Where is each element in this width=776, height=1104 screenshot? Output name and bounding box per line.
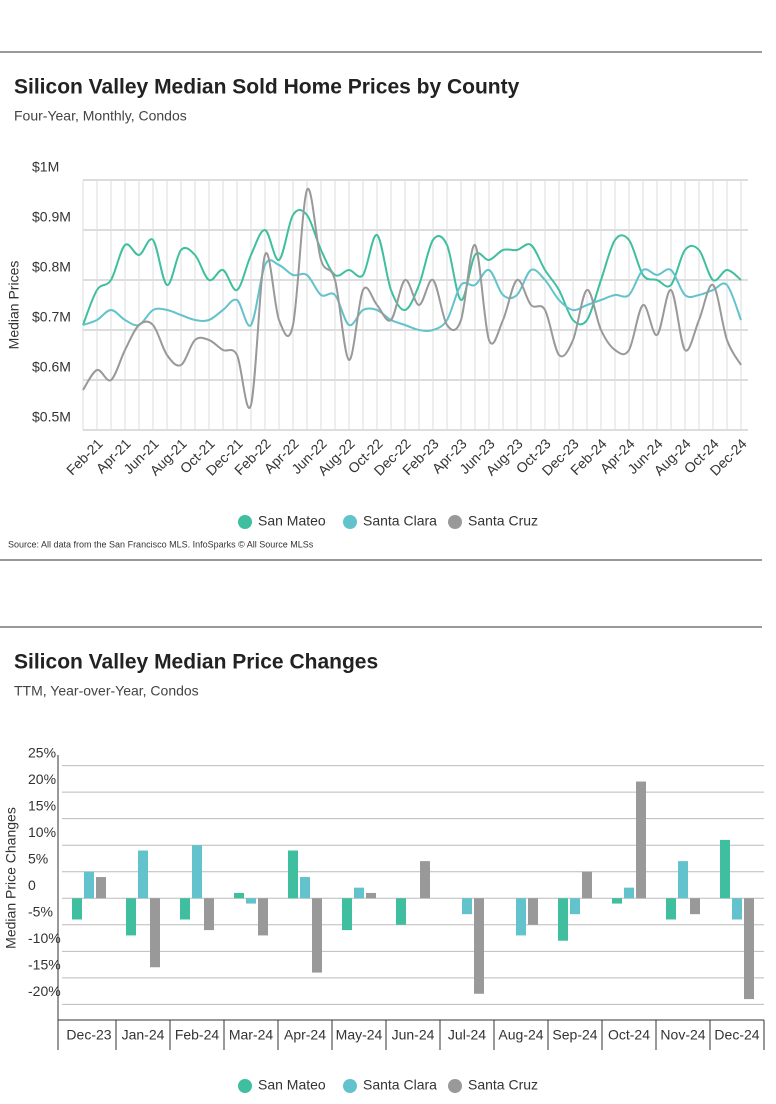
y-tick-label: $0.9M	[32, 209, 71, 225]
bar	[84, 871, 94, 899]
bar	[462, 898, 472, 915]
bar	[126, 898, 136, 936]
bar	[570, 898, 580, 915]
x-tick-label: Feb-24	[175, 1027, 220, 1043]
bar	[96, 877, 106, 899]
legend-swatch	[238, 515, 252, 529]
legend-label: Santa Clara	[363, 513, 437, 529]
legend-swatch	[343, 1079, 357, 1093]
y-axis-label: Median Price Changes	[3, 807, 19, 949]
legend-swatch	[238, 1079, 252, 1093]
bar	[150, 898, 160, 968]
bar	[612, 898, 622, 904]
bar	[516, 898, 526, 936]
legend-label: Santa Clara	[363, 1077, 437, 1093]
series-line	[82, 209, 742, 326]
series-line	[82, 187, 742, 409]
legend-label: San Mateo	[258, 1077, 326, 1093]
bar	[744, 898, 754, 1000]
bar	[192, 845, 202, 899]
legend-label: Santa Cruz	[468, 513, 538, 529]
y-tick-label: 15%	[28, 797, 56, 813]
bar	[72, 898, 82, 920]
x-tick-label: Dec-24	[714, 1027, 759, 1043]
bar	[138, 850, 148, 899]
legend-label: San Mateo	[258, 513, 326, 529]
bar	[342, 898, 352, 931]
bar	[258, 898, 268, 936]
source: Source: All data from the San Francisco …	[8, 539, 314, 549]
bar	[354, 887, 364, 899]
y-tick-label: -10%	[28, 930, 61, 946]
bar	[288, 850, 298, 899]
bar	[180, 898, 190, 920]
bar	[420, 861, 430, 899]
chart-title: Silicon Valley Median Price Changes	[14, 651, 378, 674]
x-tick-label: Jul-24	[448, 1027, 486, 1043]
y-tick-label: $0.6M	[32, 359, 71, 375]
series-line	[82, 259, 742, 332]
y-tick-label: $0.7M	[32, 309, 71, 325]
bar	[636, 781, 646, 899]
bar	[300, 877, 310, 899]
bar	[396, 898, 406, 925]
x-tick-label: Nov-24	[660, 1027, 705, 1043]
legend-swatch	[448, 1079, 462, 1093]
y-tick-label: $1M	[32, 159, 59, 175]
bar	[528, 898, 538, 925]
x-tick-label: May-24	[336, 1027, 383, 1043]
bar	[720, 839, 730, 899]
y-tick-label: 10%	[28, 824, 56, 840]
bar	[666, 898, 676, 920]
legend-label: Santa Cruz	[468, 1077, 538, 1093]
x-tick-label: Dec-23	[66, 1027, 111, 1043]
y-tick-label: 0	[28, 877, 36, 893]
chart-subtitle: Four-Year, Monthly, Condos	[14, 108, 187, 124]
y-tick-label: 20%	[28, 771, 56, 787]
bar	[732, 898, 742, 920]
legend-swatch	[448, 515, 462, 529]
y-tick-label: -5%	[28, 903, 53, 919]
x-tick-label: Oct-24	[608, 1027, 650, 1043]
x-tick-label: Mar-24	[229, 1027, 274, 1043]
y-tick-label: $0.5M	[32, 409, 71, 425]
x-tick-label: Aug-24	[498, 1027, 543, 1043]
y-tick-label: -15%	[28, 957, 61, 973]
bar	[678, 861, 688, 899]
bar	[474, 898, 484, 994]
chart-title: Silicon Valley Median Sold Home Prices b…	[14, 76, 520, 99]
y-tick-label: -20%	[28, 983, 61, 999]
y-axis-label: Median Prices	[6, 261, 22, 350]
bar	[558, 898, 568, 941]
legend-swatch	[343, 515, 357, 529]
bar	[204, 898, 214, 931]
y-tick-label: $0.8M	[32, 259, 71, 275]
chart-subtitle: TTM, Year-over-Year, Condos	[14, 683, 199, 699]
bar	[312, 898, 322, 973]
x-tick-label: Apr-24	[284, 1027, 326, 1043]
bar	[234, 892, 244, 899]
y-tick-label: 25%	[28, 744, 56, 760]
y-tick-label: 5%	[28, 850, 48, 866]
bar	[582, 871, 592, 899]
x-tick-label: Sep-24	[552, 1027, 597, 1043]
bar	[246, 898, 256, 904]
bar	[690, 898, 700, 915]
x-tick-label: Jun-24	[392, 1027, 435, 1043]
x-tick-label: Jan-24	[122, 1027, 165, 1043]
bar	[624, 887, 634, 899]
bar	[366, 892, 376, 899]
